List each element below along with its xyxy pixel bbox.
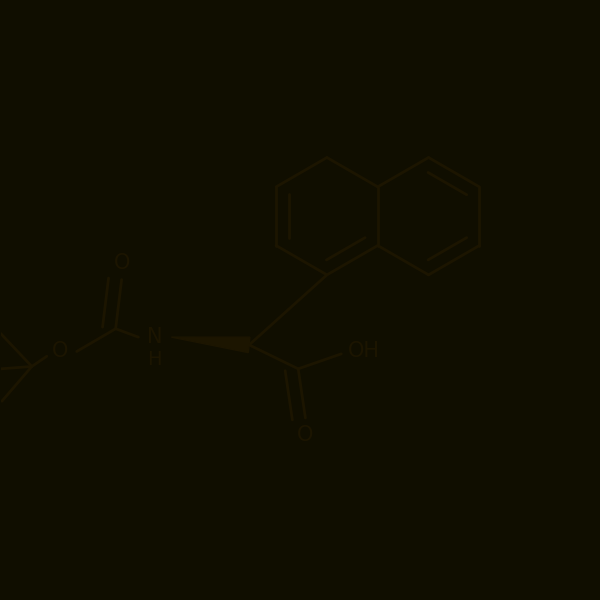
Text: O: O	[297, 425, 314, 445]
Text: N: N	[147, 327, 162, 347]
Text: O: O	[52, 341, 69, 361]
Text: O: O	[113, 253, 130, 273]
Text: OH: OH	[348, 341, 380, 361]
Polygon shape	[171, 337, 250, 353]
Text: H: H	[147, 350, 162, 370]
